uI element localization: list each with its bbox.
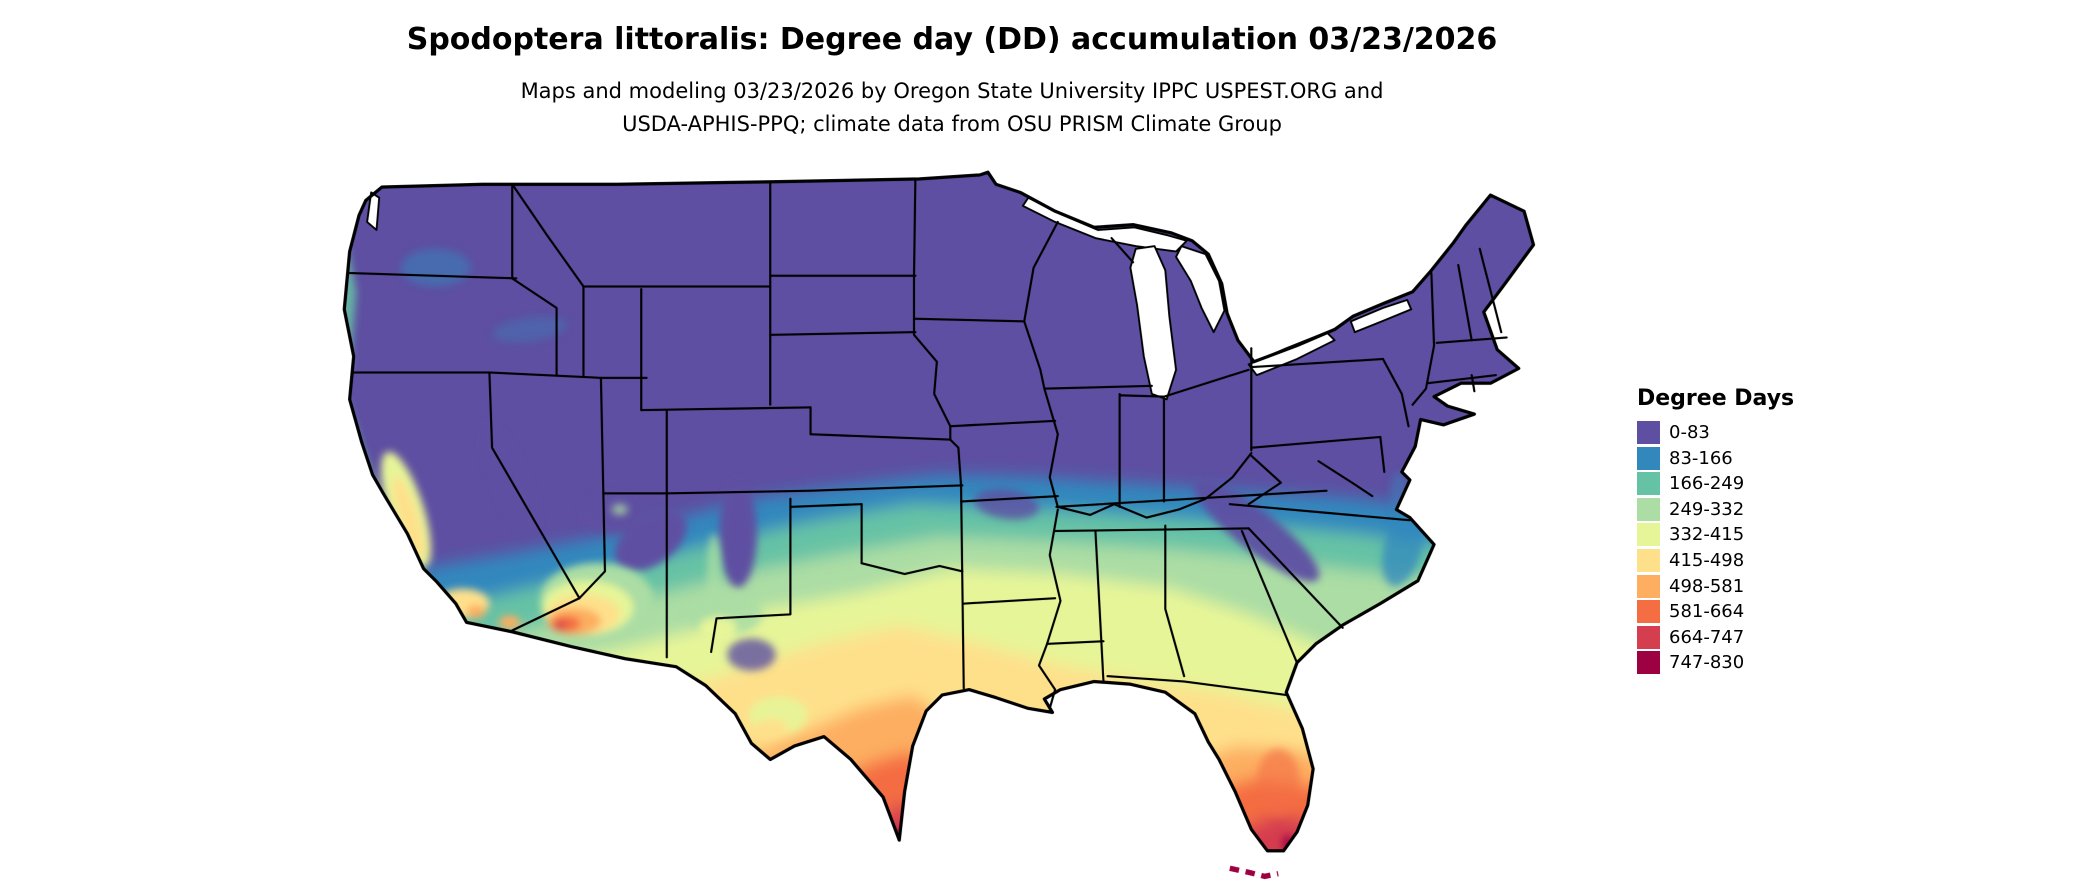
legend-title: Degree Days xyxy=(1637,386,1795,411)
legend-swatch xyxy=(1637,600,1660,624)
legend-item: 249-332 xyxy=(1637,497,1857,521)
legend-swatch xyxy=(1637,472,1660,496)
lake-michigan xyxy=(1129,245,1178,401)
florida-keys xyxy=(1229,865,1279,880)
state-borders xyxy=(347,177,1508,710)
legend-label: 664-747 xyxy=(1669,626,1745,648)
legend-swatch xyxy=(1637,497,1660,521)
legend-label: 249-332 xyxy=(1669,498,1745,520)
legend-item: 747-830 xyxy=(1637,651,1857,675)
us-degree-day-map xyxy=(308,170,1598,884)
legend-item: 664-747 xyxy=(1637,625,1857,649)
legend-item: 581-664 xyxy=(1637,600,1857,624)
legend-label: 83-166 xyxy=(1669,447,1733,469)
puget-sound xyxy=(366,191,381,231)
legend: Degree Days 0-83 83-166 166-249 249-332 332-… xyxy=(1637,386,1857,677)
legend-items: 0-83 83-166 166-249 249-332 332-415 415-498 49… xyxy=(1637,421,1857,675)
legend-label: 581-664 xyxy=(1669,601,1745,623)
us-outline xyxy=(342,170,1536,853)
legend-swatch xyxy=(1637,421,1660,444)
legend-swatch xyxy=(1637,446,1660,470)
legend-swatch xyxy=(1637,523,1660,547)
legend-swatch xyxy=(1637,548,1660,572)
legend-label: 0-83 xyxy=(1669,422,1710,443)
legend-item: 83-166 xyxy=(1637,446,1857,470)
us-map-svg xyxy=(342,170,1536,880)
legend-label: 332-415 xyxy=(1669,524,1745,546)
legend-swatch xyxy=(1637,651,1660,675)
legend-item: 332-415 xyxy=(1637,523,1857,547)
legend-swatch xyxy=(1637,625,1660,649)
legend-item: 0-83 xyxy=(1637,421,1857,444)
legend-item: 166-249 xyxy=(1637,472,1857,496)
great-lakes xyxy=(366,191,1413,401)
legend-label: 747-830 xyxy=(1669,652,1745,674)
legend-label: 166-249 xyxy=(1669,473,1745,495)
lake-ontario xyxy=(1349,298,1413,334)
figure-subtitle: Maps and modeling 03/23/2026 by Oregon S… xyxy=(0,75,1904,140)
figure-header: Spodoptera littoralis: Degree day (DD) a… xyxy=(0,22,1904,140)
legend-item: 415-498 xyxy=(1637,548,1857,572)
subtitle-line-2: USDA-APHIS-PPQ; climate data from OSU PR… xyxy=(622,111,1282,136)
legend-label: 415-498 xyxy=(1669,549,1745,571)
lake-huron xyxy=(1175,245,1226,334)
legend-item: 498-581 xyxy=(1637,574,1857,598)
figure-title: Spodoptera littoralis: Degree day (DD) a… xyxy=(406,22,1498,57)
legend-label: 498-581 xyxy=(1669,575,1745,597)
subtitle-line-1: Maps and modeling 03/23/2026 by Oregon S… xyxy=(520,79,1384,103)
legend-swatch xyxy=(1637,574,1660,598)
